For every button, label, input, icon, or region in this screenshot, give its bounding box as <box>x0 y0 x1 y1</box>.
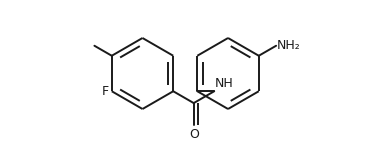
Text: NH: NH <box>215 77 234 90</box>
Text: F: F <box>102 85 109 98</box>
Text: O: O <box>189 128 199 141</box>
Text: NH₂: NH₂ <box>277 39 301 52</box>
